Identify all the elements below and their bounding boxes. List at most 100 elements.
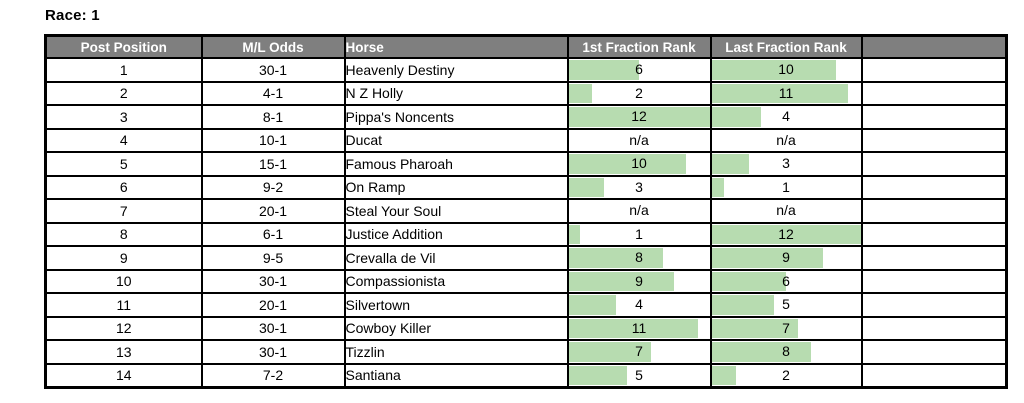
cell-horse: On Ramp	[343, 174, 569, 200]
cell-last: 11	[709, 80, 863, 106]
cell-first: 6	[566, 57, 712, 83]
rank-value: 5	[782, 296, 790, 312]
rank-bar	[712, 295, 774, 315]
cell-post: 5	[44, 151, 203, 177]
cell-blank	[860, 245, 1008, 271]
rank-bar	[712, 83, 849, 103]
rank-value: 9	[782, 249, 790, 265]
cell-horse: Ducat	[343, 127, 569, 153]
rank-bar	[569, 365, 628, 385]
cell-horse: Justice Addition	[343, 221, 569, 247]
rank-bar	[569, 248, 663, 268]
rank-value: 10	[778, 61, 794, 77]
cell-odds: 30-1	[200, 339, 346, 365]
cell-odds: 10-1	[200, 127, 346, 153]
cell-last: n/a	[709, 198, 863, 224]
cell-first: 5	[566, 362, 712, 389]
rank-value: 11	[778, 84, 794, 101]
cell-odds: 9-2	[200, 174, 346, 200]
cell-horse: Pippa's Noncents	[343, 104, 569, 130]
rank-value: 2	[782, 366, 790, 383]
table-row: 7 20-1 Steal Your Soul n/a n/a	[44, 198, 1008, 224]
cell-first: 7	[566, 339, 712, 365]
cell-first: 8	[566, 245, 712, 271]
rank-value: 11	[631, 319, 647, 336]
rank-bar	[569, 318, 698, 338]
cell-last: 3	[709, 151, 863, 177]
cell-blank	[860, 127, 1008, 153]
cell-first: 12	[566, 104, 712, 130]
cell-horse: Cowboy Killer	[343, 315, 569, 341]
cell-last: n/a	[709, 127, 863, 153]
table-row: 2 4-1 N Z Holly 2 11	[44, 80, 1008, 106]
table-row: 3 8-1 Pippa's Noncents 12 4	[44, 104, 1008, 130]
rank-value: n/a	[776, 202, 796, 218]
cell-post: 12	[44, 315, 203, 341]
cell-odds: 9-5	[200, 245, 346, 271]
cell-odds: 20-1	[200, 198, 346, 224]
cell-blank	[860, 339, 1008, 365]
rank-bar	[569, 154, 686, 174]
cell-post: 3	[44, 104, 203, 130]
rank-value: 12	[778, 225, 794, 242]
cell-horse: Crevalla de Vil	[343, 245, 569, 271]
table-row: 12 30-1 Cowboy Killer 11 7	[44, 315, 1008, 341]
rank-bar	[712, 224, 860, 244]
cell-last: 2	[709, 362, 863, 389]
rank-value: 10	[631, 155, 647, 171]
rank-value: n/a	[629, 131, 649, 148]
rank-bar	[712, 342, 811, 362]
cell-last: 9	[709, 245, 863, 271]
column-header-post: Post Position	[44, 34, 203, 59]
cell-blank	[860, 151, 1008, 177]
cell-post: 8	[44, 221, 203, 247]
rank-bar	[712, 60, 836, 80]
cell-horse: Compassionista	[343, 268, 569, 294]
table-row: 9 9-5 Crevalla de Vil 8 9	[44, 245, 1008, 271]
cell-blank	[860, 198, 1008, 224]
cell-horse: N Z Holly	[343, 80, 569, 106]
cell-blank	[860, 221, 1008, 247]
table-row: 14 7-2 Santiana 5 2	[44, 362, 1008, 389]
cell-post: 13	[44, 339, 203, 365]
rank-value: 1	[782, 178, 790, 195]
rank-bar	[712, 318, 799, 338]
cell-first: 1	[566, 221, 712, 247]
rank-bar	[569, 83, 592, 103]
cell-blank	[860, 57, 1008, 83]
cell-blank	[860, 268, 1008, 294]
cell-post: 2	[44, 80, 203, 106]
rank-value: 5	[635, 366, 643, 383]
rank-value: 6	[782, 272, 790, 289]
cell-last: 5	[709, 292, 863, 318]
cell-last: 1	[709, 174, 863, 200]
cell-post: 6	[44, 174, 203, 200]
table-header: Post Position M/L Odds Horse 1st Fraction R…	[44, 34, 1008, 59]
rank-bar	[712, 248, 824, 268]
cell-post: 4	[44, 127, 203, 153]
cell-horse: Steal Your Soul	[343, 198, 569, 224]
cell-post: 7	[44, 198, 203, 224]
cell-post: 9	[44, 245, 203, 271]
cell-first: 11	[566, 315, 712, 341]
column-header-first: 1st Fraction Rank	[566, 34, 712, 59]
rank-value: n/a	[629, 202, 649, 218]
table-row: 11 20-1 Silvertown 4 5	[44, 292, 1008, 318]
cell-post: 11	[44, 292, 203, 318]
table-row: 1 30-1 Heavenly Destiny 6 10	[44, 57, 1008, 83]
rank-value: 12	[631, 108, 647, 124]
cell-odds: 30-1	[200, 57, 346, 83]
cell-last: 8	[709, 339, 863, 365]
table-row: 8 6-1 Justice Addition 1 12	[44, 221, 1008, 247]
cell-first: 2	[566, 80, 712, 106]
rank-value: 7	[782, 319, 790, 336]
rank-bar	[712, 271, 786, 291]
header-row: Post Position M/L Odds Horse 1st Fraction R…	[44, 34, 1008, 59]
cell-last: 12	[709, 221, 863, 247]
cell-horse: Silvertown	[343, 292, 569, 318]
rank-bar	[569, 271, 675, 291]
cell-odds: 6-1	[200, 221, 346, 247]
rank-bar	[569, 107, 709, 127]
race-table: Post Position M/L Odds Horse 1st Fraction R…	[44, 34, 1008, 389]
cell-odds: 8-1	[200, 104, 346, 130]
